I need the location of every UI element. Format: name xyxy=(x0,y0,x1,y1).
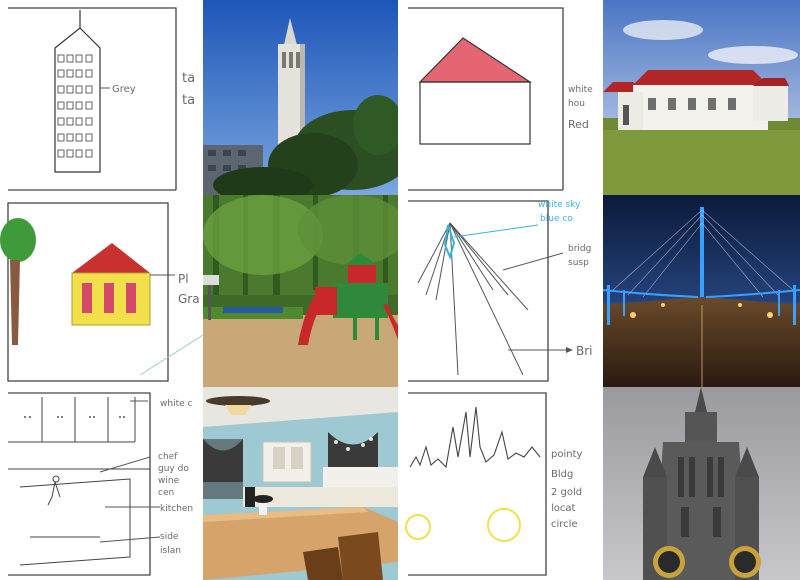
barn-note-1: white xyxy=(568,85,593,95)
tower-note-2: ta xyxy=(182,93,195,108)
spire-label-2: Bldg xyxy=(551,469,573,480)
kitchen-label-2: chef xyxy=(158,452,178,462)
barn-note-2: hou xyxy=(568,99,585,109)
house-note-1: Pl xyxy=(178,272,189,286)
tower-label-grey: Grey xyxy=(112,84,136,95)
sketch-barn: white hou Red xyxy=(398,0,603,195)
sketch-bridge: white sky blue co bridg susp Bri xyxy=(398,195,603,387)
kitchen-label-7: side xyxy=(160,532,179,542)
kitchen-label-1: white c xyxy=(160,399,192,409)
house-note-2: Gra xyxy=(178,292,200,306)
bridge-blue-note-2: blue co xyxy=(540,214,573,224)
bridge-label-2: susp xyxy=(568,258,589,268)
sketch-kitchen: white c chef guy do wine cen kitchen sid… xyxy=(0,387,203,580)
bridge-label-3: Bri xyxy=(576,344,593,358)
kitchen-label-3: guy do xyxy=(158,464,189,474)
sketch-tower: Grey ta ta xyxy=(0,0,203,195)
photo-gothic-spire xyxy=(603,387,800,580)
kitchen-label-8: islan xyxy=(160,546,181,556)
photo-kitchen xyxy=(203,387,398,580)
photo-campanile xyxy=(203,0,398,195)
kitchen-label-5: cen xyxy=(158,488,174,498)
spire-label-5: circle xyxy=(551,519,578,530)
spire-label-3: 2 gold xyxy=(551,487,582,498)
photo-red-roof-building xyxy=(603,0,800,195)
barn-note-3: Red xyxy=(568,118,589,131)
bridge-label-1: bridg xyxy=(568,244,591,254)
photo-night-bridge xyxy=(603,195,800,387)
kitchen-label-4: wine xyxy=(158,476,180,486)
photo-playground xyxy=(203,195,398,387)
spire-label-4: locat xyxy=(551,503,576,514)
spire-label-1: pointy xyxy=(551,449,583,460)
tower-note-1: ta xyxy=(182,71,195,86)
sketch-house: Pl Gra xyxy=(0,195,203,387)
bridge-blue-note-1: white sky xyxy=(538,200,581,210)
sketch-spire: pointy Bldg 2 gold locat circle xyxy=(398,387,603,580)
kitchen-label-6: kitchen xyxy=(160,504,193,514)
